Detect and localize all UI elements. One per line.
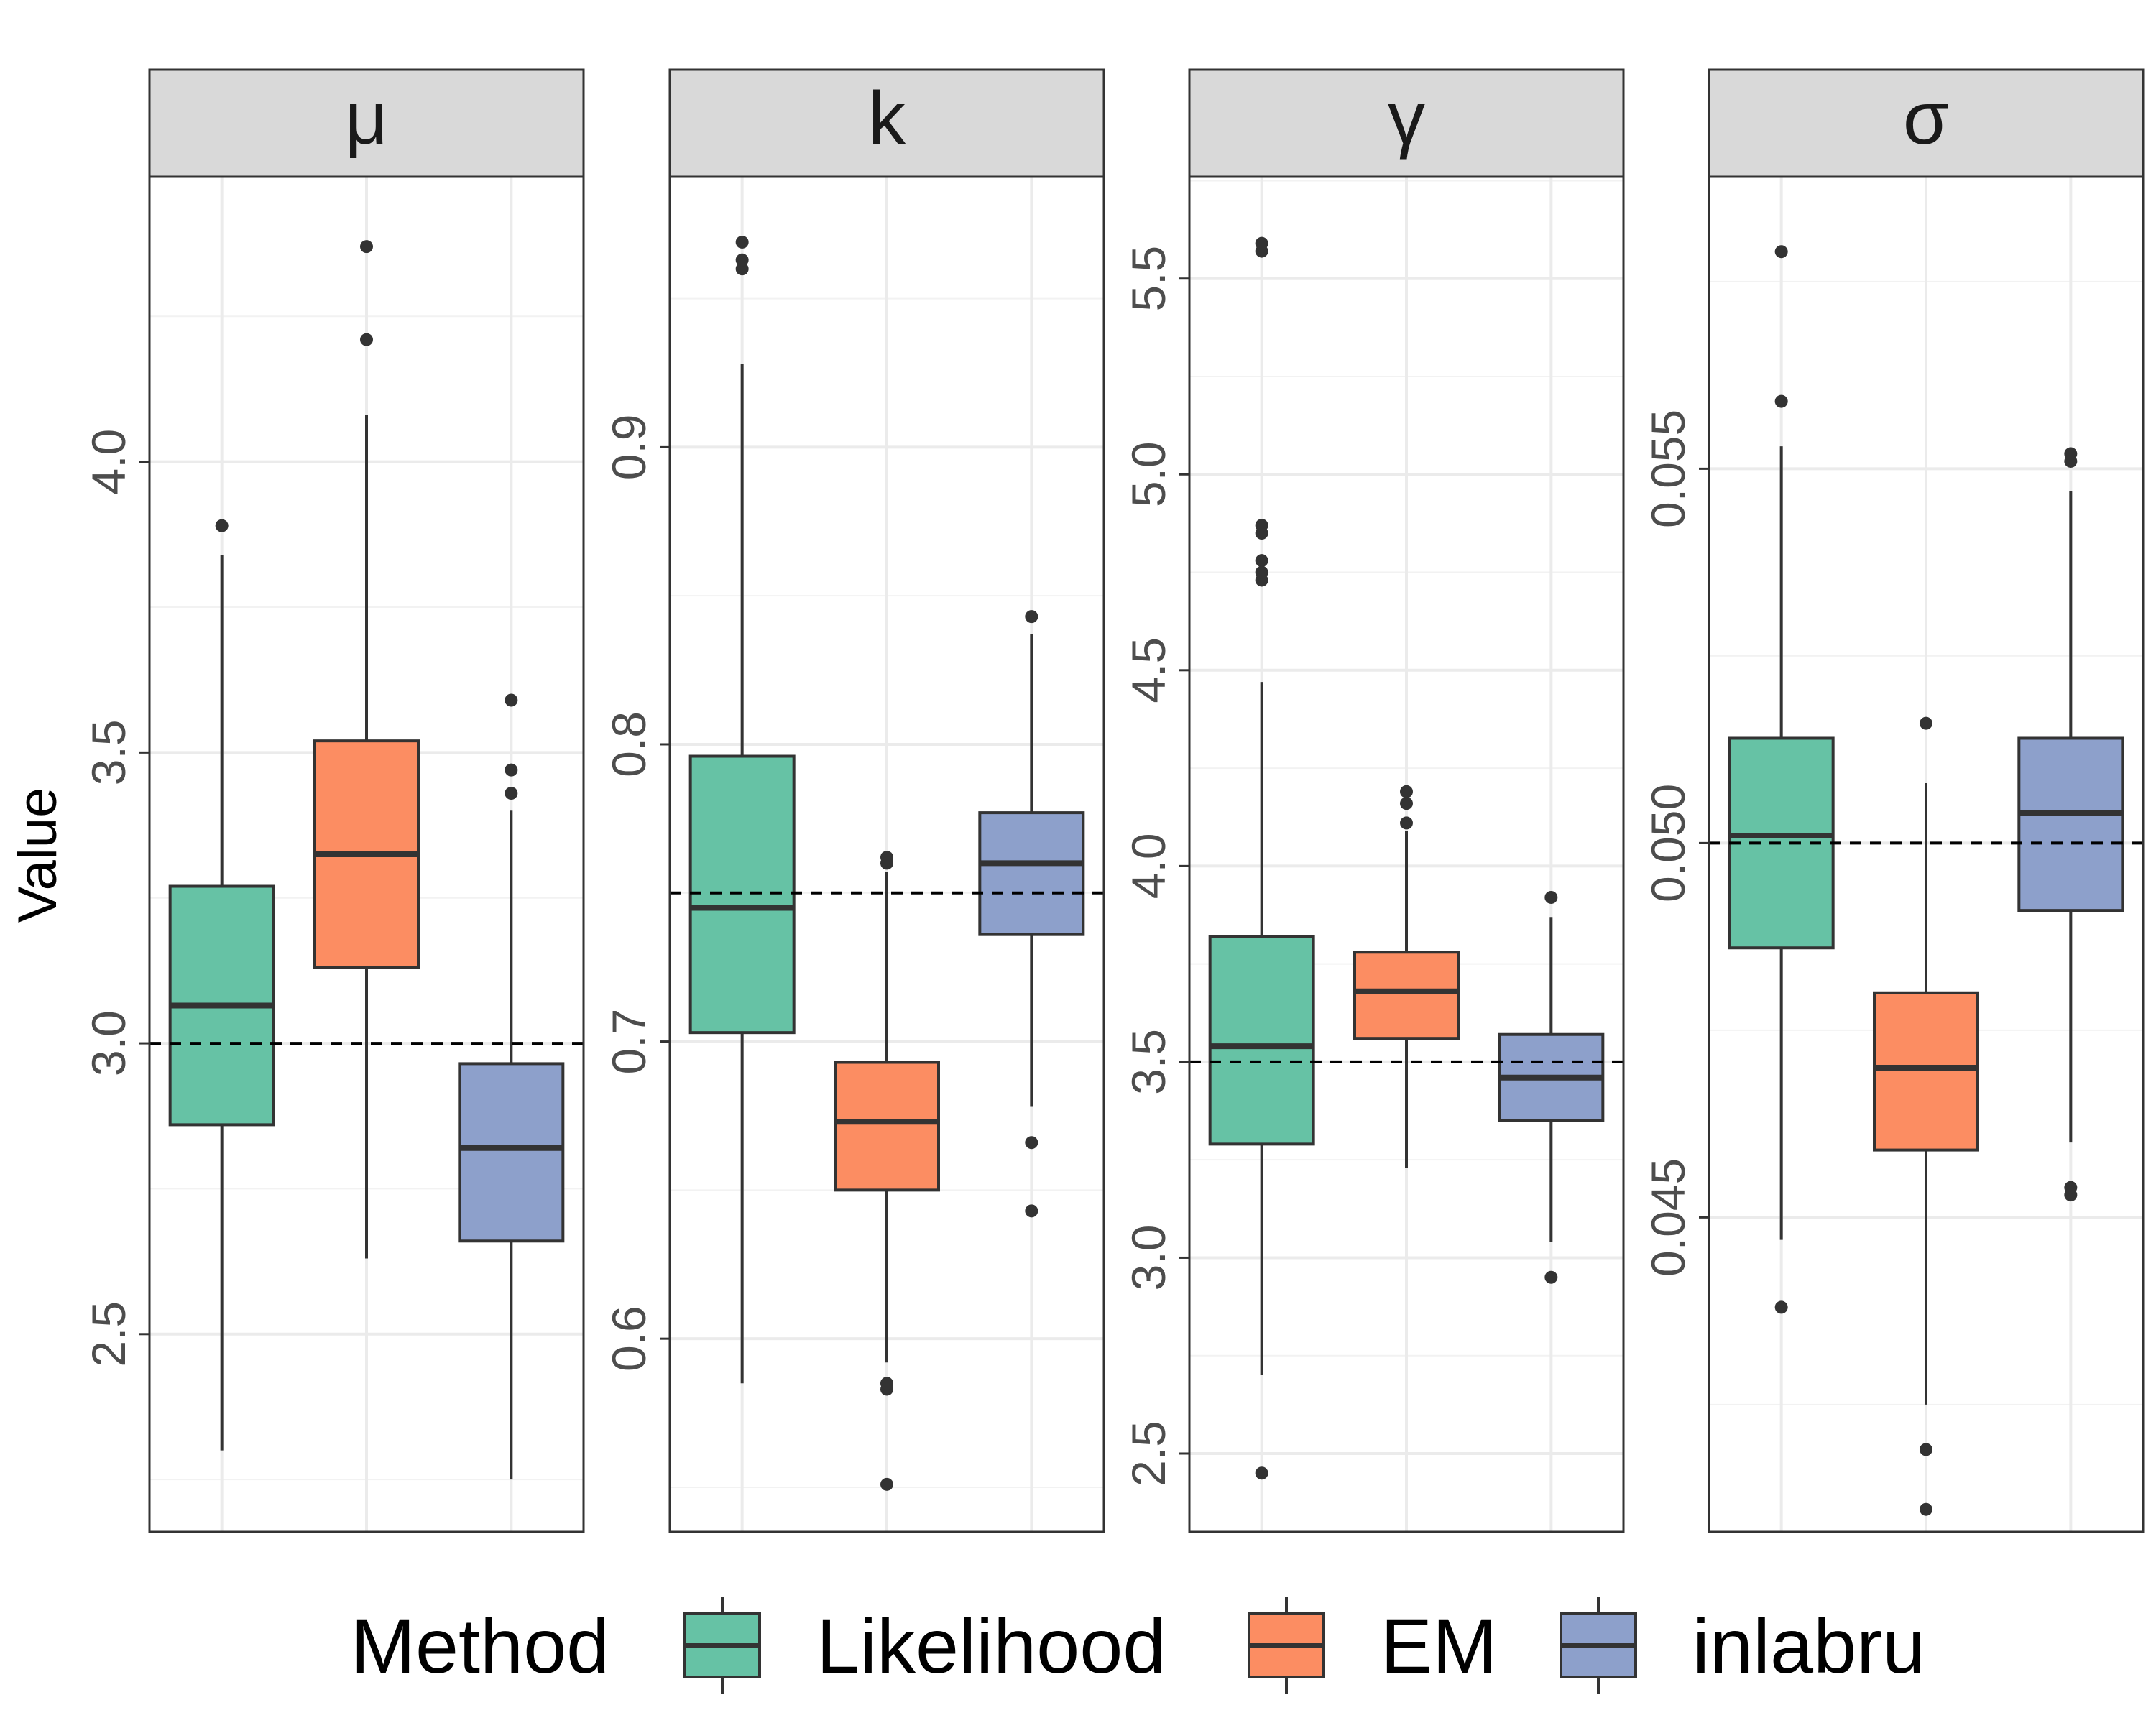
panel-4-y-tick-label: 0.050 [1641,784,1695,902]
panel-3-box-em-outlier [1400,816,1413,830]
panel-2-box-likelihood-iqr [688,754,796,1035]
panel-3-box-likelihood-outlier [1255,554,1268,568]
panel-1-box-likelihood-outlier [215,519,229,532]
panel-2-box-em [834,851,940,1491]
panel-2-box-likelihood-outlier [735,253,749,267]
panel-3-box-likelihood-iqr [1208,935,1315,1146]
legend-item-likelihood: Likelihood [683,1597,1166,1694]
legend-item-likelihood-label: Likelihood [816,1602,1166,1689]
panel-1-y-tick-label: 3.5 [82,719,135,785]
panel-4-box-em-iqr [1873,991,1979,1152]
panel-1-box-inlabru [458,693,565,1480]
panel-4-box-em-outlier [1920,1443,1932,1456]
panel-3-y-tick-label: 5.0 [1122,441,1175,507]
panel-1-strip-label: μ [345,77,388,160]
panel-1-y-tick-label: 2.5 [82,1301,135,1367]
panel-2-box-likelihood-outlier [735,235,749,249]
panel-2-y-tick-label: 0.6 [602,1306,655,1372]
panel-4-box-inlabru-iqr [2017,736,2124,912]
panel-4-box-em-outlier [1920,716,1932,730]
panel-2-box-likelihood-outlier [735,262,749,276]
legend-item-em: EM [1248,1597,1497,1694]
panel-2-box-inlabru-outlier [1025,1204,1038,1218]
panel-2-box-em-outlier [880,1377,893,1390]
legend-title: Method [351,1602,609,1689]
panel-4: σ 0.045 0.050 0.055 [1641,68,2145,1533]
panel-3-box-likelihood-outlier [1255,565,1268,579]
panel-1-box-inlabru-outlier [505,763,518,777]
panel-3-y-tick-label: 4.5 [1122,637,1175,703]
panel-1-strip [148,68,585,178]
y-axis-label: Value [7,787,68,923]
panel-3-box-likelihood-outlier [1255,519,1268,532]
panel-3-y-tick-label: 5.5 [1122,246,1175,312]
panel-3-box-likelihood-outlier [1255,236,1268,250]
panel-2-box-inlabru [978,610,1085,1218]
legend: Method Likelihood EM inlabru [351,1597,1925,1694]
panels: μ 2.5 3.0 3.5 4.0 k 0.6 0.7 0.8 0.9 γ 2.5 3.0 3.5 4.0 4… [82,68,2145,1533]
panel-4-y-tick-label: 0.045 [1641,1158,1695,1277]
panel-2-box-em-outlier [880,1477,893,1491]
panel-4-box-em [1873,716,1979,1516]
panel-3: γ 2.5 3.0 3.5 4.0 4.5 5.0 5.5 [1122,68,1625,1533]
panel-3-y-tick-label: 2.5 [1122,1420,1175,1487]
panel-1-box-em-outlier [360,240,373,254]
panel-1-box-inlabru-iqr [458,1062,565,1243]
panel-3-box-likelihood-outlier [1255,1466,1268,1480]
panel-1-y-tick-label: 4.0 [82,429,135,495]
panel-4-box-em-outlier [1920,1502,1932,1516]
panel-4-box-inlabru-outlier [2064,447,2078,461]
panel-3-y-tick-label: 3.5 [1122,1029,1175,1095]
panel-2-strip [668,68,1105,178]
panel-3-box-em-outlier [1400,797,1413,810]
panel-2-y-tick-label: 0.7 [602,1009,655,1075]
panel-3-strip [1188,68,1625,178]
panel-1-box-inlabru-outlier [505,693,518,707]
legend-item-inlabru-label: inlabru [1692,1602,1925,1689]
panel-3-y-tick-label: 3.0 [1122,1225,1175,1291]
panel-3-box-inlabru-outlier [1544,1270,1558,1284]
panel-4-box-inlabru [2017,447,2124,1202]
panel-2-strip-label: k [868,77,906,160]
panel-2-box-inlabru-iqr [978,811,1085,936]
panel-1-box-em [313,240,420,1259]
panel-2-box-inlabru-outlier [1025,1136,1038,1150]
panel-1-y-tick-label: 3.0 [82,1010,135,1076]
panel-1-box-em-outlier [360,333,373,346]
panel-4-strip-label: σ [1903,77,1949,160]
legend-item-em-label: EM [1381,1602,1497,1689]
panel-2-box-inlabru-outlier [1025,610,1038,624]
panel-4-box-likelihood-outlier [1774,245,1788,259]
panel-4-box-likelihood-outlier [1774,394,1788,408]
panel-4-box-inlabru-outlier [2064,1181,2078,1194]
panel-4-y-tick-label: 0.055 [1641,410,1695,528]
panel-2-y-tick-label: 0.8 [602,711,655,777]
panel-2-box-em-outlier [880,851,893,864]
panel-2-y-tick-label: 0.9 [602,414,655,480]
panel-3-box-inlabru-outlier [1544,890,1558,904]
panel-1-box-inlabru-outlier [505,787,518,800]
panel-4-strip [1708,68,2145,178]
panel-1: μ 2.5 3.0 3.5 4.0 [82,68,585,1533]
panel-4-box-likelihood-outlier [1774,1300,1788,1314]
panel-1-box-likelihood [168,519,275,1451]
legend-item-inlabru: inlabru [1560,1597,1925,1694]
panel-2-box-em-iqr [834,1061,940,1192]
panel-3-strip-label: γ [1388,77,1425,160]
panel-2: k 0.6 0.7 0.8 0.9 [602,68,1105,1533]
panel-3-box-em-iqr [1353,951,1460,1040]
panel-3-box-inlabru [1498,890,1605,1284]
panel-3-box-likelihood [1208,236,1315,1480]
panel-3-y-tick-label: 4.0 [1122,833,1175,899]
panel-3-box-em-outlier [1400,785,1413,798]
panel-2-box-likelihood [688,235,796,1384]
panel-3-box-em [1353,785,1460,1168]
